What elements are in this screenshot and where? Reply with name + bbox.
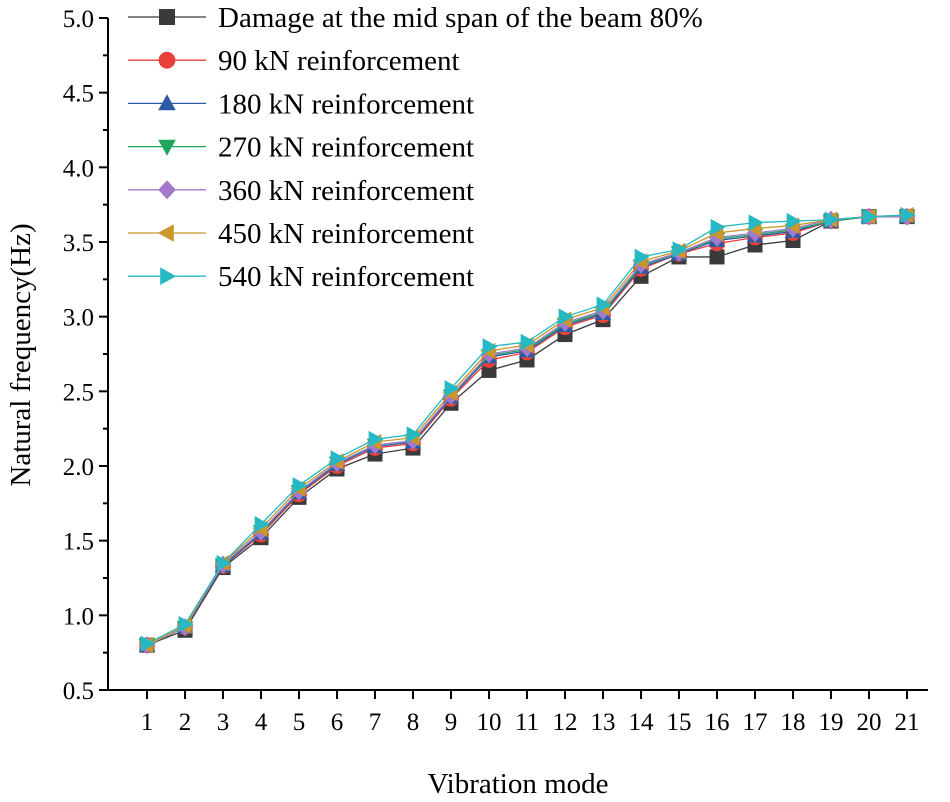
data-point xyxy=(292,477,308,494)
y-tick-label: 4.5 xyxy=(63,81,94,108)
data-point xyxy=(786,212,802,230)
x-tick-label: 6 xyxy=(331,709,344,736)
data-point xyxy=(140,635,156,652)
legend-item: 540 kN reinforcement xyxy=(128,261,474,293)
x-tick-label: 1 xyxy=(141,709,154,736)
y-tick-label: 2.5 xyxy=(63,379,94,406)
x-tick-label: 15 xyxy=(667,709,692,736)
y-tick-label: 3.0 xyxy=(63,305,94,332)
data-point xyxy=(254,515,270,533)
legend-marker xyxy=(159,9,175,25)
x-tick-label: 14 xyxy=(629,709,655,736)
legend-item: 450 kN reinforcement xyxy=(128,218,474,250)
x-tick-label: 2 xyxy=(179,709,192,736)
x-tick-label: 21 xyxy=(895,709,920,736)
data-point xyxy=(444,380,460,397)
x-tick-label: 11 xyxy=(515,709,539,736)
x-tick-label: 5 xyxy=(293,709,306,736)
y-tick-label: 4.0 xyxy=(63,155,94,182)
x-tick-label: 12 xyxy=(553,709,578,736)
legend-marker xyxy=(158,180,176,200)
y-tick-label: 1.0 xyxy=(63,603,94,630)
x-tick-label: 19 xyxy=(819,709,844,736)
data-point xyxy=(634,248,650,266)
legend-label: 90 kN reinforcement xyxy=(218,45,460,77)
data-point xyxy=(900,206,916,224)
data-point xyxy=(216,554,232,572)
legend-marker xyxy=(158,139,176,156)
legend-label: 180 kN reinforcement xyxy=(218,88,474,120)
x-tick-label: 7 xyxy=(369,709,382,736)
legend-label: 450 kN reinforcement xyxy=(218,218,474,250)
data-point xyxy=(672,241,688,258)
data-point xyxy=(824,211,840,228)
x-tick-label: 18 xyxy=(781,709,806,736)
legend-label: 360 kN reinforcement xyxy=(218,175,474,207)
y-axis-title: Natural frequency(Hz) xyxy=(5,223,37,486)
data-point xyxy=(330,450,346,467)
legend-item: Damage at the mid span of the beam 80% xyxy=(128,2,703,34)
x-tick-label: 4 xyxy=(255,709,268,736)
legend-label: 540 kN reinforcement xyxy=(218,261,474,293)
data-point xyxy=(368,430,384,448)
y-tick-label: 2.0 xyxy=(63,454,94,481)
legend-item: 360 kN reinforcement xyxy=(128,175,474,207)
data-point xyxy=(709,249,725,265)
data-point xyxy=(520,333,536,351)
data-point xyxy=(406,426,422,443)
y-tick-label: 1.5 xyxy=(63,529,94,556)
legend-marker xyxy=(160,267,177,285)
x-tick-label: 16 xyxy=(705,709,730,736)
data-point xyxy=(482,338,498,355)
y-tick-label: 3.5 xyxy=(63,230,94,257)
y-tick-label: 5.0 xyxy=(63,6,94,33)
plot-layer xyxy=(138,206,916,655)
x-tick-label: 13 xyxy=(591,709,616,736)
legend-item: 90 kN reinforcement xyxy=(128,45,460,77)
legend-marker xyxy=(157,224,174,242)
data-point xyxy=(862,208,878,225)
data-point xyxy=(710,218,726,236)
x-tick-label: 20 xyxy=(857,709,882,736)
x-tick-label: 10 xyxy=(477,709,502,736)
legend-item: 270 kN reinforcement xyxy=(128,132,474,164)
x-tick-label: 8 xyxy=(407,709,420,736)
legend: Damage at the mid span of the beam 80% 90… xyxy=(128,2,703,293)
data-point xyxy=(748,214,764,231)
legend-label: 270 kN reinforcement xyxy=(218,132,474,164)
data-point xyxy=(596,296,612,313)
legend-marker xyxy=(158,51,176,69)
x-axis-title: Vibration mode xyxy=(427,768,608,800)
legend-marker xyxy=(158,94,176,111)
legend-item: 180 kN reinforcement xyxy=(128,88,474,120)
x-tick-label: 17 xyxy=(743,709,768,736)
data-point xyxy=(178,616,194,633)
axes-layer: 0.51.01.52.02.53.03.54.04.55.01 2 3 4 5 6 7 8 9 1… xyxy=(63,6,928,736)
legend-label: Damage at the mid span of the beam 80% xyxy=(218,2,703,34)
data-point xyxy=(558,308,574,325)
x-tick-label: 9 xyxy=(445,709,458,736)
series-7 xyxy=(140,206,916,652)
x-tick-label: 3 xyxy=(217,709,230,736)
y-tick-label: 0.5 xyxy=(63,678,94,705)
